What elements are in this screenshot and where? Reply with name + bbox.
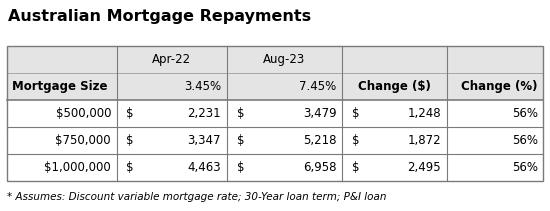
Text: 1,248: 1,248 xyxy=(408,107,441,120)
Text: $750,000: $750,000 xyxy=(56,134,111,147)
Text: Mortgage Size: Mortgage Size xyxy=(12,80,108,93)
Text: Australian Mortgage Repayments: Australian Mortgage Repayments xyxy=(8,9,311,24)
Text: $: $ xyxy=(236,161,244,174)
Text: $1,000,000: $1,000,000 xyxy=(45,161,111,174)
Text: $: $ xyxy=(236,134,244,147)
Text: * Assumes: Discount variable mortgage rate; 30-Year loan term; P&I loan: * Assumes: Discount variable mortgage ra… xyxy=(7,192,386,202)
Text: $500,000: $500,000 xyxy=(56,107,111,120)
Text: Change (%): Change (%) xyxy=(461,80,538,93)
Text: 2,231: 2,231 xyxy=(188,107,221,120)
Text: 56%: 56% xyxy=(512,134,538,147)
Text: 3,479: 3,479 xyxy=(303,107,337,120)
Text: Apr-22: Apr-22 xyxy=(152,53,191,66)
Text: 3.45%: 3.45% xyxy=(184,80,221,93)
Text: $: $ xyxy=(126,134,134,147)
Text: 6,958: 6,958 xyxy=(303,161,337,174)
Text: Change ($): Change ($) xyxy=(358,80,431,93)
Text: 3,347: 3,347 xyxy=(188,134,221,147)
Text: 4,463: 4,463 xyxy=(188,161,221,174)
Text: 56%: 56% xyxy=(512,161,538,174)
Text: $: $ xyxy=(126,161,134,174)
Text: Aug-23: Aug-23 xyxy=(263,53,305,66)
Polygon shape xyxy=(7,46,543,100)
Text: 2,495: 2,495 xyxy=(408,161,441,174)
Text: 1,872: 1,872 xyxy=(408,134,441,147)
Text: 7.45%: 7.45% xyxy=(299,80,337,93)
Text: $: $ xyxy=(352,134,360,147)
Text: 56%: 56% xyxy=(512,107,538,120)
Text: $: $ xyxy=(352,161,360,174)
Text: $: $ xyxy=(126,107,134,120)
Text: 5,218: 5,218 xyxy=(303,134,337,147)
Text: $: $ xyxy=(352,107,360,120)
Text: $: $ xyxy=(236,107,244,120)
